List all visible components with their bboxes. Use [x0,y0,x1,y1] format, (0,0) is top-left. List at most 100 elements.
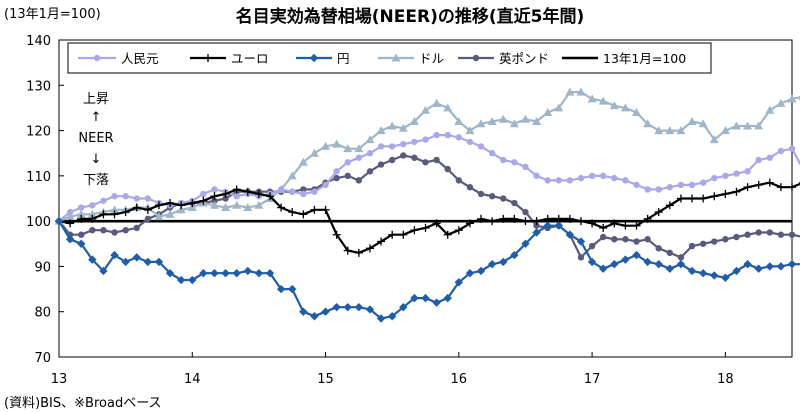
point-cny [89,202,96,209]
point-gbp [722,236,729,243]
point-usd [532,117,542,126]
point-gbp [533,222,540,229]
point-cny [344,159,351,166]
point-eur [765,178,774,187]
point-gbp [599,233,607,241]
point-gbp [355,177,363,184]
point-eur [710,192,719,201]
point-gbp [211,197,218,204]
point-jpy [698,269,708,278]
point-usd [154,212,164,221]
point-eur [599,223,608,232]
y-unit-label: (13年1月=100) [4,7,101,22]
legend-label: 円 [337,51,350,66]
point-usd [298,157,308,166]
legend-label: ドル [419,51,444,66]
point-eur [99,210,108,219]
point-gbp [655,245,662,252]
legend-marker [204,54,212,62]
point-usd [398,123,408,132]
point-eur [343,246,352,255]
point-cny [722,172,729,180]
point-usd [76,209,86,218]
point-usd [643,119,653,128]
point-cny [622,177,629,184]
point-gbp [100,227,107,234]
point-jpy [354,302,364,312]
point-eur [621,221,630,230]
point-jpy [499,257,508,267]
point-gbp [455,177,463,184]
point-eur [532,217,541,226]
point-usd [287,171,297,180]
x-axis: 13 14 15 16 17 18 [51,352,734,387]
point-cny [766,154,773,161]
point-cny [488,150,496,157]
legend-label: ユーロ [231,51,269,66]
point-eur [665,201,674,210]
point-cny [233,193,240,200]
point-eur [177,201,186,210]
legend-item: 人民元 [78,51,159,66]
point-jpy [99,266,108,276]
chart-title: 名目実効為替相場(NEER)の推移(直近5年間) [236,6,584,27]
point-usd [110,205,120,214]
point-usd [554,103,564,112]
point-jpy [598,264,608,273]
annotation-down-arrow: ↓ [91,152,102,167]
point-usd [209,200,219,209]
point-usd [543,107,553,116]
point-jpy [188,275,197,285]
point-jpy [299,307,308,316]
point-gbp [633,238,640,245]
point-jpy [221,269,230,278]
point-gbp [666,249,674,257]
point-jpy [721,273,730,282]
y-tick-label: 80 [34,306,51,321]
point-usd [787,94,797,103]
point-usd [443,103,453,112]
point-cny [555,177,562,184]
point-jpy [365,305,375,314]
point-jpy [132,253,141,262]
point-cny [533,172,540,180]
point-jpy [687,266,697,276]
point-cny [455,134,463,141]
point-gbp [677,254,685,261]
point-usd [632,107,642,116]
point-jpy [154,257,164,267]
point-gbp [377,161,385,168]
point-usd [332,139,342,148]
point-cny [566,177,574,184]
point-gbp [300,186,307,193]
point-gbp [333,174,340,182]
point-usd [432,98,442,107]
point-jpy [199,269,208,278]
y-tick-label: 70 [34,351,51,366]
point-cny [311,188,318,195]
point-cny [699,179,707,186]
point-eur [699,194,708,203]
point-eur [166,199,175,208]
point-usd [454,117,464,126]
point-jpy [743,259,752,269]
point-gbp [477,190,485,198]
legend-marker [93,54,101,62]
point-jpy [110,250,119,260]
point-gbp [488,193,496,200]
point-cny [644,186,651,193]
point-cny [289,188,296,195]
point-usd [587,94,597,103]
point-gbp [89,227,96,234]
point-eur [743,183,752,192]
legend-marker [309,53,319,63]
point-usd [187,203,197,212]
point-eur [443,230,452,239]
point-usd [87,209,97,218]
point-jpy [143,257,153,267]
x-tick-label: 17 [584,372,601,387]
point-usd [232,200,242,209]
point-usd [176,205,186,214]
point-eur [399,230,408,239]
